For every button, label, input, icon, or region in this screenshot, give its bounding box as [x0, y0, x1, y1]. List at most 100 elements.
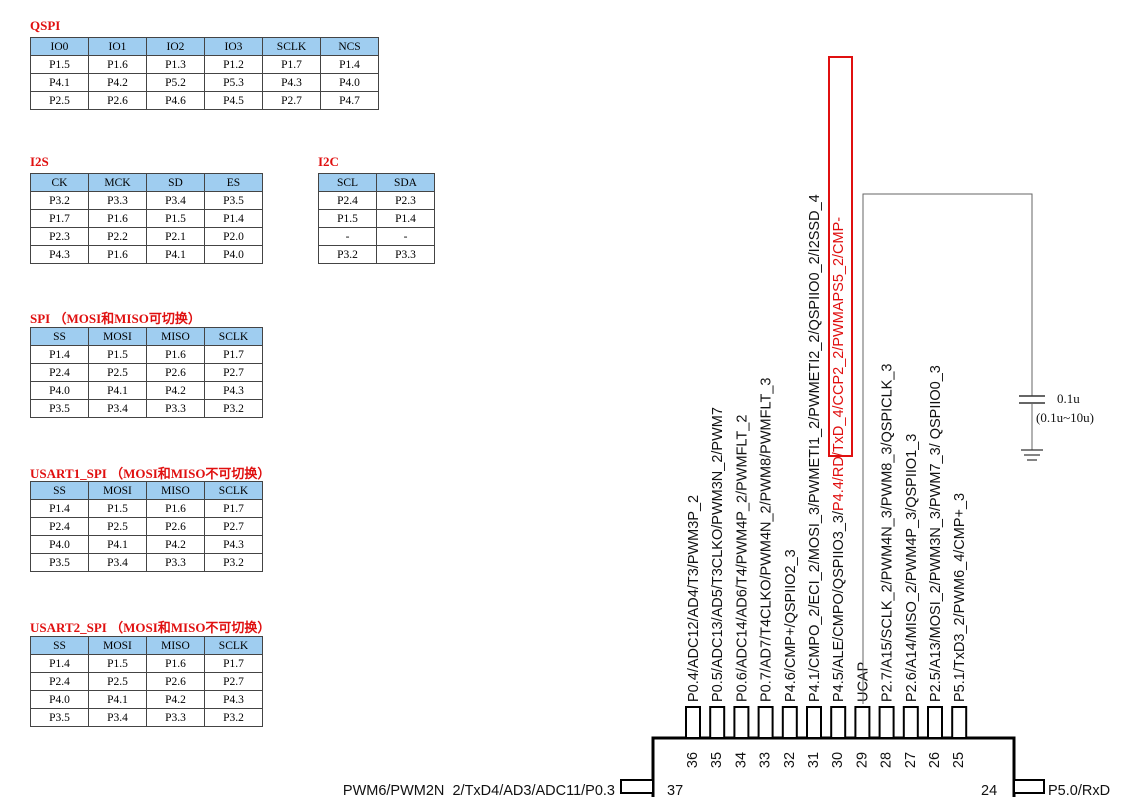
- table-cell: P1.6: [88, 55, 147, 74]
- usart2-spi-table: SS MOSI MISO SCLK P1.4 P1.5 P1.6 P1.7 P2.4 P2.5 P2…: [30, 636, 263, 727]
- pin-35-number: 35: [709, 752, 725, 768]
- column-header: ES: [204, 173, 263, 192]
- table-row: P2.4 P2.5 P2.6 P2.7: [30, 517, 263, 536]
- table-cell: P2.6: [88, 91, 147, 110]
- pin-34-stub: [733, 706, 750, 739]
- table-cell: P1.7: [262, 55, 321, 74]
- table-cell: P2.7: [204, 517, 263, 536]
- pin-34-label-text: P0.6/ADC14/AD6/T4/PWM4P_2/PWMFLT_2: [734, 415, 750, 702]
- pin-25-label: P5.1/TxD3_2/PWM6_4/CMP+_3: [952, 493, 968, 702]
- table-cell: P3.2: [30, 191, 89, 210]
- capacitor-value: 0.1u: [1057, 391, 1080, 406]
- pin-31-label: P4.1/CMPO_2/ECI_2/MOSI_3/PWMETI1_2/PWMET…: [807, 194, 823, 702]
- i2s-title: I2S: [30, 154, 49, 169]
- table-cell: -: [376, 227, 435, 246]
- pin-36-label: P0.4/ADC12/AD4/T3/PWM3P_2: [686, 495, 702, 702]
- qspi-table: IO0 IO1 IO2 IO3 SCLK NCS P1.5 P1.6 P1.3 P1.2 P1.7 P…: [30, 37, 379, 110]
- table-cell: P3.3: [146, 708, 205, 727]
- table-cell: P4.1: [30, 73, 89, 92]
- table-cell: P1.6: [146, 654, 205, 673]
- table-cell: P4.1: [146, 245, 205, 264]
- column-header: SCLK: [262, 37, 321, 56]
- pin-26-stub: [927, 706, 943, 739]
- table-row: P4.1 P4.2 P5.2 P5.3 P4.3 P4.0: [30, 73, 379, 92]
- table-cell: P2.5: [88, 672, 147, 691]
- pin-24-number: 24: [981, 783, 997, 797]
- pin-27-label-text: P2.6/A14/MISO_2/PWM4P_3/QSPIIO1_3: [904, 434, 920, 702]
- pin-37-number: 37: [667, 783, 683, 797]
- usart2-spi-title: USART2_SPI （MOSI和MISO不可切换）: [30, 620, 271, 635]
- table-cell: P1.6: [88, 245, 147, 264]
- pin-26-number: 26: [927, 752, 943, 768]
- pin-26-label-text: P2.5/A13/MOSI_2/PWM3N_3/PWM7_3/ QSPIIO0_…: [928, 365, 944, 702]
- table-cell: P3.2: [318, 245, 377, 264]
- table-cell: P2.3: [376, 191, 435, 210]
- column-header: SD: [146, 173, 205, 192]
- pin-28-number: 28: [879, 752, 895, 768]
- pin-27-number: 27: [903, 752, 919, 768]
- table-cell: P3.4: [88, 708, 147, 727]
- pin-33-label-text: P0.7/AD7/T4CLKO/PWM4N_2/PWM8/PWMFLT_3: [759, 378, 775, 702]
- table-cell: P4.0: [30, 690, 89, 709]
- pin-36-label-text: P0.4/ADC12/AD4/T3/PWM3P_2: [686, 495, 702, 702]
- pin-35-stub: [709, 706, 726, 739]
- table-row: P3.5 P3.4 P3.3 P3.2: [30, 708, 263, 727]
- column-header: SDA: [376, 173, 435, 192]
- table-cell: P5.2: [146, 73, 205, 92]
- pin-33-label: P0.7/AD7/T4CLKO/PWM4N_2/PWM8/PWMFLT_3: [759, 378, 775, 702]
- column-header: MISO: [146, 481, 205, 500]
- table-row: P2.4 P2.5 P2.6 P2.7: [30, 363, 263, 382]
- pin-25-stub: [951, 706, 968, 739]
- usart1-spi-title: USART1_SPI （MOSI和MISO不可切换）: [30, 466, 271, 481]
- table-cell: P4.3: [204, 690, 263, 709]
- pin-28-stub: [878, 706, 895, 739]
- table-cell: P4.3: [30, 245, 89, 264]
- pin-35-label-text: P0.5/ADC13/AD5/T3CLKO/PWM3N_2/PWM7: [710, 407, 726, 702]
- table-row: P1.5 P1.6 P1.3 P1.2 P1.7 P1.4: [30, 55, 379, 74]
- qspi-title: QSPI: [30, 18, 61, 33]
- column-header: CK: [30, 173, 89, 192]
- pin-29-stub: [854, 706, 871, 739]
- table-cell: P1.5: [88, 654, 147, 673]
- pin-34-label: P0.6/ADC14/AD6/T4/PWM4P_2/PWMFLT_2: [734, 415, 750, 702]
- table-row: P3.2 P3.3: [318, 245, 435, 264]
- pin-31-label-text: P4.1/CMPO_2/ECI_2/MOSI_3/PWMETI1_2/PWMET…: [807, 194, 823, 702]
- spi-title: SPI （MOSI和MISO可切换）: [30, 311, 201, 326]
- column-header: SS: [30, 636, 89, 655]
- table-row: P1.4 P1.5 P1.6 P1.7: [30, 499, 263, 518]
- table-cell: P2.6: [146, 363, 205, 382]
- table-cell: P2.4: [318, 191, 377, 210]
- table-row: P2.3 P2.2 P2.1 P2.0: [30, 227, 263, 246]
- table-cell: P2.5: [30, 91, 89, 110]
- pin-25-label-text: P5.1/TxD3_2/PWM6_4/CMP+_3: [952, 493, 968, 702]
- pin-36-number: 36: [685, 752, 701, 768]
- table-cell: P4.0: [30, 535, 89, 554]
- table-cell: P2.6: [146, 672, 205, 691]
- pin-28-label-text: P2.7/A15/SCLK_2/PWM4N_3/PWM8_3/QSPICLK_3: [880, 364, 896, 703]
- capacitor-range: (0.1u~10u): [1036, 410, 1094, 425]
- table-cell: P4.0: [30, 381, 89, 400]
- table-cell: P2.1: [146, 227, 205, 246]
- pin-30-stub: [830, 706, 847, 739]
- table-row: P3.2 P3.3 P3.4 P3.5: [30, 191, 263, 210]
- pin-27-label: P2.6/A14/MISO_2/PWM4P_3/QSPIIO1_3: [904, 434, 920, 702]
- table-cell: P1.7: [204, 654, 263, 673]
- pin-24-stub: [1013, 779, 1045, 794]
- table-cell: P4.5: [204, 91, 263, 110]
- table-cell: P3.3: [146, 399, 205, 418]
- pin-27-stub: [902, 706, 919, 739]
- usart1-spi-table: SS MOSI MISO SCLK P1.4 P1.5 P1.6 P1.7 P2.4 P2.5 P2…: [30, 481, 263, 572]
- table-cell: P4.2: [146, 690, 205, 709]
- pin-24-label: P5.0/RxD: [1048, 783, 1110, 797]
- pin-28-label: P2.7/A15/SCLK_2/PWM4N_3/PWM8_3/QSPICLK_3: [880, 364, 896, 703]
- table-cell: P1.4: [320, 55, 379, 74]
- column-header: IO0: [30, 37, 89, 56]
- pin-37-stub: [620, 779, 654, 794]
- pin-32-stub: [781, 706, 798, 739]
- pin-25-number: 25: [951, 752, 967, 768]
- pin-33-stub: [757, 706, 774, 739]
- table-cell: P1.5: [146, 209, 205, 228]
- pin-30-label-text: P4.5/ALE/CMPO/QSPIIO3_3/: [831, 510, 847, 702]
- table-cell: P3.5: [30, 399, 89, 418]
